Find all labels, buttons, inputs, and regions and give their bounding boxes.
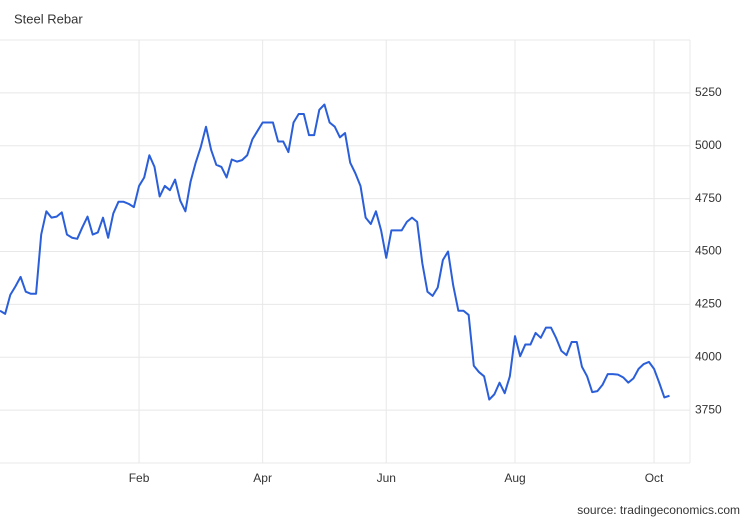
y-tick-label: 5250 — [695, 85, 722, 99]
y-tick-label: 4500 — [695, 244, 722, 258]
source: source: tradingeconomics.com — [577, 503, 740, 517]
x-tick-label: Oct — [645, 471, 664, 485]
y-tick-label: 3750 — [695, 402, 722, 416]
x-tick-label: Jun — [377, 471, 396, 485]
x-tick-label: Apr — [253, 471, 272, 485]
y-tick-label: 4750 — [695, 191, 722, 205]
y-tick-label: 5000 — [695, 138, 722, 152]
x-tick-label: Aug — [504, 471, 525, 485]
line — [0, 103, 670, 401]
x-tick-label: Feb — [129, 471, 150, 485]
chart-title: Steel Rebar — [14, 11, 83, 26]
y-tick-label: 4250 — [695, 297, 722, 311]
y-tick-label: 4000 — [695, 349, 722, 363]
